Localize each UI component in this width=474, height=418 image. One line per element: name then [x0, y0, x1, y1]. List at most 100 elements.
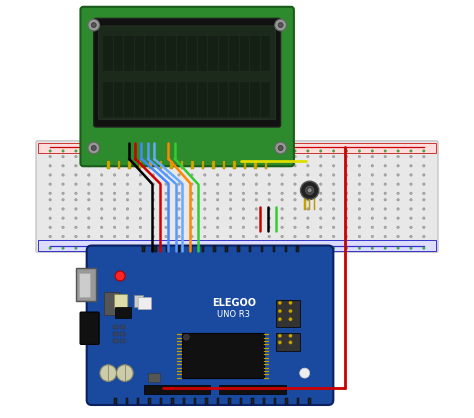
Circle shape: [191, 192, 193, 194]
Bar: [177, 348, 182, 349]
Circle shape: [345, 174, 348, 176]
Circle shape: [117, 365, 133, 381]
Circle shape: [255, 226, 257, 229]
Bar: [202, 161, 204, 169]
Bar: [229, 36, 239, 71]
Bar: [137, 398, 139, 404]
Circle shape: [345, 150, 348, 152]
Circle shape: [289, 334, 292, 337]
Circle shape: [191, 183, 193, 185]
Circle shape: [319, 150, 322, 152]
FancyBboxPatch shape: [115, 295, 128, 308]
Circle shape: [229, 192, 232, 194]
Circle shape: [345, 226, 348, 229]
Circle shape: [410, 150, 412, 152]
Circle shape: [100, 183, 103, 185]
Circle shape: [229, 208, 232, 210]
Circle shape: [126, 183, 129, 185]
Circle shape: [384, 150, 386, 152]
Circle shape: [332, 183, 335, 185]
Bar: [276, 300, 300, 327]
Circle shape: [139, 208, 142, 210]
Circle shape: [100, 235, 103, 238]
Bar: [177, 82, 186, 117]
Circle shape: [319, 217, 322, 219]
Bar: [79, 273, 90, 297]
Bar: [240, 82, 249, 117]
Bar: [201, 245, 204, 252]
Bar: [285, 398, 288, 404]
Bar: [314, 199, 316, 210]
Circle shape: [307, 165, 309, 167]
Circle shape: [268, 247, 271, 250]
Circle shape: [203, 208, 206, 210]
Circle shape: [183, 334, 189, 340]
Bar: [264, 354, 269, 355]
Circle shape: [319, 155, 322, 158]
Bar: [113, 339, 118, 343]
Circle shape: [88, 199, 90, 201]
Bar: [144, 385, 210, 394]
Bar: [160, 398, 162, 404]
Circle shape: [152, 155, 155, 158]
Circle shape: [294, 199, 296, 201]
Bar: [177, 334, 182, 336]
Circle shape: [410, 183, 412, 185]
Circle shape: [423, 150, 425, 152]
Circle shape: [397, 199, 399, 201]
Bar: [225, 245, 228, 252]
Bar: [128, 161, 130, 169]
Bar: [113, 82, 123, 117]
Circle shape: [100, 150, 103, 152]
Circle shape: [49, 150, 51, 152]
Circle shape: [371, 208, 374, 210]
Circle shape: [307, 155, 309, 158]
Circle shape: [113, 247, 116, 250]
Bar: [107, 161, 109, 169]
FancyBboxPatch shape: [94, 18, 281, 127]
Circle shape: [75, 183, 77, 185]
Circle shape: [268, 183, 271, 185]
Circle shape: [62, 155, 64, 158]
Circle shape: [49, 208, 51, 210]
Circle shape: [281, 199, 283, 201]
Circle shape: [229, 235, 232, 238]
Bar: [264, 348, 269, 349]
Circle shape: [49, 199, 51, 201]
Bar: [264, 338, 269, 339]
Circle shape: [229, 247, 232, 250]
Circle shape: [332, 199, 335, 201]
Circle shape: [332, 208, 335, 210]
Circle shape: [88, 217, 90, 219]
Text: UNO R3: UNO R3: [217, 310, 250, 319]
Circle shape: [126, 174, 129, 176]
Circle shape: [410, 226, 412, 229]
Circle shape: [319, 174, 322, 176]
Circle shape: [191, 235, 193, 238]
Circle shape: [203, 226, 206, 229]
Bar: [250, 36, 260, 71]
Bar: [177, 341, 182, 342]
Circle shape: [191, 155, 193, 158]
Circle shape: [165, 155, 167, 158]
Circle shape: [268, 235, 271, 238]
Circle shape: [410, 199, 412, 201]
Bar: [264, 364, 269, 365]
Circle shape: [152, 183, 155, 185]
Circle shape: [332, 217, 335, 219]
Circle shape: [268, 155, 271, 158]
Circle shape: [255, 150, 257, 152]
Circle shape: [294, 183, 296, 185]
Circle shape: [152, 247, 155, 250]
Bar: [304, 199, 306, 210]
Circle shape: [165, 165, 167, 167]
Circle shape: [278, 334, 282, 337]
Bar: [170, 161, 173, 169]
Bar: [177, 374, 182, 375]
Circle shape: [384, 165, 386, 167]
Circle shape: [255, 208, 257, 210]
Bar: [171, 398, 173, 404]
Circle shape: [113, 226, 116, 229]
Circle shape: [397, 165, 399, 167]
Bar: [113, 332, 118, 336]
